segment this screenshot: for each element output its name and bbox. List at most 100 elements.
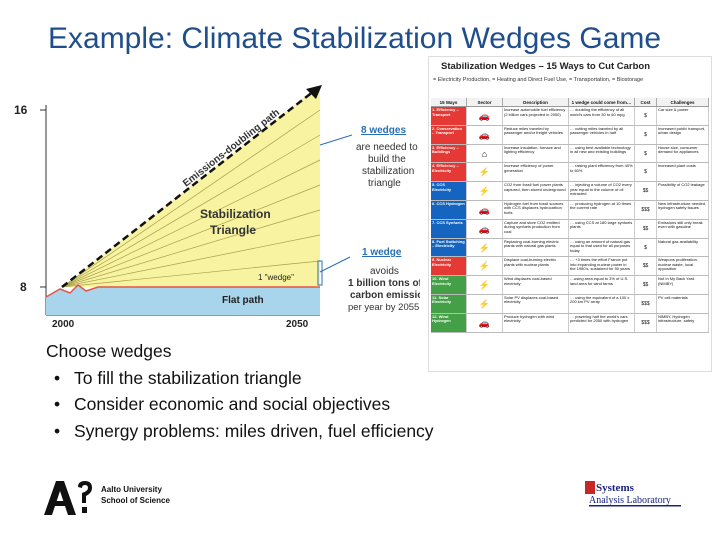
row-challenges: Possibility of CO2 leakage	[657, 182, 709, 200]
triangle-label-line2: Triangle	[210, 223, 256, 237]
row-cost: $	[635, 144, 657, 163]
table-row: 10. Wind Electricity ⚡ Wind displaces coal…	[431, 276, 709, 295]
table-row: 6. CCS Hydrogen 🚗 Hydrogen fuel from fossi…	[431, 200, 709, 220]
row-label: 1. Efficiency – Transport	[431, 107, 467, 125]
aalto-logo-icon	[44, 481, 92, 515]
table-legend: = Electricity Production, = Heating and …	[433, 77, 644, 83]
row-description: Solar PV displaces coal-based electricit…	[503, 294, 569, 313]
row-wedge: … doubling the efficiency of all world's…	[569, 107, 635, 125]
table-header-cell: Challenges	[657, 98, 709, 106]
row-wedge: … injecting a volume of CO2 every year e…	[569, 182, 635, 200]
row-description: Increase automobile fuel efficiency (2 b…	[503, 107, 569, 125]
row-cost: $	[635, 163, 657, 182]
table-row: 3. Efficiency – Buildings ⌂ Increase insul…	[431, 144, 709, 164]
callout-1-body-3: carbon emissions	[350, 290, 420, 301]
table-row: 7. CCS Synfuels 🚗 Capture and store CO2 em…	[431, 219, 709, 239]
table-header-cell: Cost	[635, 98, 657, 106]
row-label: 9. Nuclear Electricity	[431, 257, 467, 276]
callout-8-body-2: build the	[368, 154, 406, 165]
table-title: Stabilization Wedges – 15 Ways to Cut Ca…	[441, 61, 651, 72]
row-cost: $	[635, 107, 657, 125]
row-challenges: NIMBY, Hydrogen infrastructure, safety	[657, 313, 709, 332]
car-icon: 🚗	[467, 107, 503, 125]
row-challenges: House size, consumer demand for applianc…	[657, 144, 709, 163]
arrow-head	[306, 85, 322, 99]
house-icon: ⌂	[467, 144, 503, 163]
table-header-cell: Description	[503, 98, 569, 106]
bolt-icon: ⚡	[467, 163, 503, 182]
table-header-cell: 1 wedge could come from…	[569, 98, 635, 106]
row-wedge: … cutting miles traveled by all passenge…	[569, 125, 635, 144]
car-icon: 🚗	[467, 313, 503, 332]
row-label: 7. CCS Synfuels	[431, 219, 467, 238]
sal-logo-icon	[585, 481, 681, 507]
row-description: Reduce miles traveled by passenger and/o…	[503, 125, 569, 144]
wedges-table-image: Stabilization Wedges – 15 Ways to Cut Ca…	[428, 56, 712, 372]
emissions-doubling-arrow	[61, 90, 315, 288]
row-challenges: Weapons proliferation, nuclear waste, lo…	[657, 257, 709, 276]
row-cost: $$$	[635, 294, 657, 313]
row-wedge: … using best available technology in all…	[569, 144, 635, 163]
row-description: Increase insulation, furnace and lightin…	[503, 144, 569, 163]
row-cost: $$	[635, 276, 657, 294]
callout-connector-8	[319, 134, 353, 146]
x-label-2000: 2000	[52, 319, 75, 330]
bolt-icon: ⚡	[467, 257, 503, 276]
callout-8-head: 8 wedges	[361, 125, 406, 136]
table-row: 11. Solar Electricity ⚡ Solar PV displaces…	[431, 294, 709, 314]
university-line1: Aalto University	[101, 485, 162, 494]
one-wedge-marker	[317, 260, 323, 286]
row-description: Increase efficiency of power generation	[503, 163, 569, 182]
row-wedge: … using an amount of natural gas equal t…	[569, 238, 635, 257]
row-challenges: Natural gas availability	[657, 238, 709, 257]
university-line2: School of Science	[101, 496, 170, 505]
university-name: Aalto University School of Science	[101, 484, 170, 506]
wedge-divider-lines	[61, 109, 321, 288]
bullet-item: Consider economic and social objectives	[46, 391, 606, 418]
row-wedge: … using the equivalent of a 100 x 200 km…	[569, 294, 635, 313]
row-challenges: New infrastructure needed, hydrogen safe…	[657, 200, 709, 219]
car-icon: 🚗	[467, 219, 503, 238]
row-label: 3. Efficiency – Buildings	[431, 144, 467, 163]
row-description: Capture and store CO2 emitted during syn…	[503, 219, 569, 238]
table-row: 1. Efficiency – Transport 🚗 Increase autom…	[431, 107, 709, 126]
bolt-icon: ⚡	[467, 276, 503, 294]
row-cost: $$	[635, 182, 657, 200]
y-label-8: 8	[20, 280, 27, 294]
x-label-2050: 2050	[286, 319, 309, 330]
row-description: Wind displaces coal-based electricity	[503, 276, 569, 294]
row-cost: $$	[635, 257, 657, 276]
table-header-cell: Sector	[467, 98, 503, 106]
row-label: 4. Efficiency – Electricity	[431, 163, 467, 182]
table-header-cell: 15 Ways	[431, 98, 467, 106]
callout-8-body-4: triangle	[368, 178, 401, 189]
row-label: 2. Conservation – Transport	[431, 125, 467, 144]
row-cost: $$$	[635, 200, 657, 219]
lab-name-line2: Analysis Laboratory	[589, 495, 671, 506]
row-cost: $$$	[635, 313, 657, 332]
row-challenges: Increased public transport, urban design	[657, 125, 709, 144]
slide-title: Example: Climate Stabilization Wedges Ga…	[48, 22, 662, 55]
table-row: 2. Conservation – Transport 🚗 Reduce miles…	[431, 125, 709, 145]
bolt-icon: ⚡	[467, 182, 503, 200]
row-label: 12. Wind Hydrogen	[431, 313, 467, 332]
table-row: 5. CCS Electricity ⚡ CO2 from fossil fuel …	[431, 182, 709, 201]
row-label: 5. CCS Electricity	[431, 182, 467, 200]
row-wedge: … raising plant efficiency from 40% to 6…	[569, 163, 635, 182]
table-row: 12. Wind Hydrogen 🚗 Produce hydrogen with …	[431, 313, 709, 333]
row-label: 8. Fuel Switching – Electricity	[431, 238, 467, 257]
callout-1-body-1: avoids	[370, 266, 399, 277]
y-label-16: 16	[14, 103, 28, 117]
table-header-row: 15 Ways Sector Description 1 wedge could…	[431, 98, 709, 107]
row-description: Displace coal-burning electric plants wi…	[503, 257, 569, 276]
row-wedge: … +3 times the effort France put into ex…	[569, 257, 635, 276]
row-wedge: …using area equal to 3% of U.S. land are…	[569, 276, 635, 294]
callout-1-head: 1 wedge	[362, 247, 402, 258]
row-challenges: Increased plant costs	[657, 163, 709, 182]
bolt-icon: ⚡	[467, 294, 503, 313]
table-row: 4. Efficiency – Electricity ⚡ Increase eff…	[431, 163, 709, 183]
row-challenges: Not In My Back Yard (NIMBY)	[657, 276, 709, 294]
row-wedge: … powering half the world's cars predict…	[569, 313, 635, 332]
callout-8-body-1: are needed to	[356, 142, 418, 153]
row-label: 10. Wind Electricity	[431, 276, 467, 294]
